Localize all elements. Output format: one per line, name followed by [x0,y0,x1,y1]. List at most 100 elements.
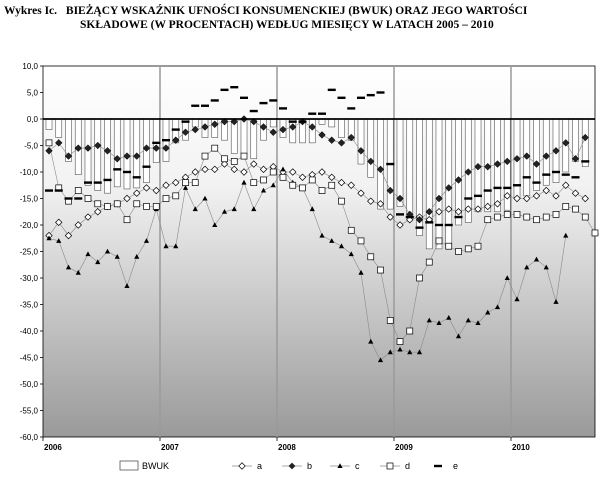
series-e-point [357,96,365,99]
series-d-point [172,192,180,200]
grid [159,66,512,437]
series-a-point [503,192,511,200]
series-d-point [45,139,53,147]
series-b-point [103,147,112,155]
series-e-point [249,109,258,113]
y-tick-label: -30,0 [20,274,39,283]
series-d-point [84,195,92,202]
y-axis: 10,0 5,0 0,0 -5,0 -10,0 -15,0 -20,0 -25,0 -30,0 -… [20,62,43,442]
legend-e-key [434,464,442,468]
series-e-point [162,139,170,142]
bwuk-bar [308,118,316,144]
series-c-point [329,238,335,243]
series-c-point [260,187,267,193]
series-e-point [415,226,424,229]
series-e-point [513,184,521,187]
series-a-point [250,160,258,168]
series-d-point [347,226,355,234]
series-d-point [250,179,258,186]
series-e-point [571,176,580,179]
series-c-point [446,314,452,320]
series-d-point [240,152,248,160]
series-d-point [591,229,599,237]
series-b-point [376,165,385,174]
series-c-point [251,206,257,212]
series-a-point [474,205,482,213]
series-b-point [259,123,268,131]
series-b-point [386,186,395,195]
series-e-point [425,221,434,224]
series-d-point [318,187,326,194]
y-tick-label: 5,0 [27,89,39,98]
series-e-point [93,181,102,184]
bwuk-bar [357,118,365,165]
series-d-point [74,187,82,194]
series-d-point [513,211,521,218]
series-d-point [503,211,511,218]
y-tick-label: -10,0 [20,168,39,177]
series-d-point [260,176,267,184]
series-a-point [84,213,92,221]
series-e-point [337,96,346,99]
series-a-point [357,189,365,197]
series-d-point [230,158,238,165]
series-b-point [415,215,424,224]
series-c-point [465,317,471,323]
series-d-point [552,211,560,218]
series-a-point [94,208,102,216]
y-tick-label: -15,0 [20,195,39,204]
series-e-point [474,194,482,198]
series-d-point [474,242,482,250]
series-c-point [56,238,62,243]
series-c-point [231,206,237,212]
series-e-point [376,91,385,94]
y-tick-label: -55,0 [20,407,39,416]
series-a-point [445,205,453,213]
series-c-point [338,243,345,249]
series-a-point [552,192,560,200]
y-tick-label: -45,0 [20,354,39,363]
series-a-point [376,200,385,208]
bwuk-bar [533,118,540,191]
series-a-point [74,221,82,229]
series-b-point [581,133,590,142]
series-c-point [114,254,120,259]
series-d-point [464,245,472,253]
series-b-point [542,152,551,160]
series-a-point [201,165,209,174]
series-c-point [309,206,315,212]
legend-bwuk-label: BWUK [142,461,169,471]
series-d-point [455,248,462,255]
series-c-point [494,304,501,310]
x-axis: 2006 2007 2008 2009 2010 [42,437,530,452]
series-b-point [132,152,141,160]
series-c-point [533,256,540,262]
series-b-point [357,147,365,155]
series-b-point [288,123,297,131]
series-c-point [397,346,403,352]
legend-b-key [288,462,296,470]
series-c-point [475,320,481,326]
series-a-point [240,168,248,176]
series-b-point [474,162,482,171]
series-c-point [143,238,150,243]
series-b-point [152,144,161,152]
series-d-point [328,181,336,189]
series-e-point [279,107,287,110]
bwuk-bar [240,118,248,154]
series-e-point [405,215,414,219]
y-tick-label: -25,0 [20,248,39,257]
series-c-point [377,357,384,363]
series-d-point [386,317,394,324]
series-e-point [347,107,356,110]
series-b-point [396,194,404,203]
series-e-point [201,104,209,107]
bwuk-bar [104,118,111,194]
series-e-point [493,186,502,190]
series-e-point [210,99,219,102]
series-e-point [240,96,248,99]
series-a-point [513,194,521,203]
bwuk-bar [191,118,199,128]
series-b-point [571,154,580,163]
series-b-point [84,144,92,152]
